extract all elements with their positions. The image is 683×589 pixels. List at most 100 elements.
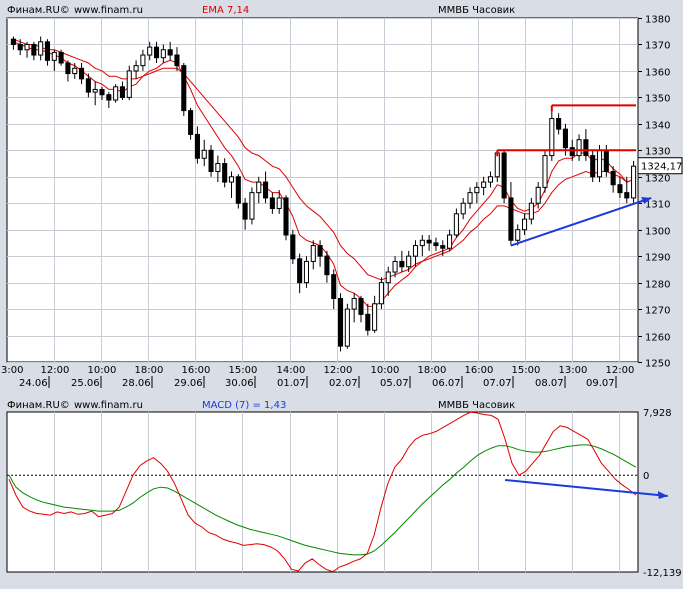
candle-body [535,186,541,204]
candle-body [453,213,459,236]
time-tick-label: 14:00 [277,365,306,376]
price-tick-label: 1290 [645,253,670,264]
price-tick-label: 1380 [645,15,670,26]
candle-body [51,51,57,61]
candle-body [290,234,296,260]
candle-body [344,308,350,347]
candle-body [208,149,214,172]
macd-instrument-label: ММВБ Часовик [438,400,515,411]
candle-body [590,155,596,178]
candle-body [167,49,173,56]
candle-body [160,49,166,59]
candle-body [433,242,439,247]
candle-body [528,202,534,220]
candle-body [235,176,241,204]
price-tick-label: 1340 [645,121,670,132]
time-tick-label: 3:00 [1,365,23,376]
candle-body [481,181,487,188]
candle-body [147,46,153,56]
candle-body [406,255,412,268]
candle-body [556,118,562,130]
candle-body [351,297,357,310]
candle-body [153,46,160,59]
date-tick-label: 09.07 [586,378,615,389]
candle-body [31,43,37,56]
time-tick-label: 10:00 [88,365,117,376]
price-tick-label: 1250 [645,359,670,370]
candle-body [194,133,200,159]
candle-body [317,245,323,257]
macd-indicator-label: MACD (7) = 1,43 [202,400,286,411]
candle-body [133,65,139,72]
candle-body [119,86,125,98]
date-tick-label: 24.06 [19,378,48,389]
candle-body [181,65,187,112]
candle-body [467,192,473,204]
candle-body [65,62,71,75]
candle-body [10,38,16,45]
macd-divergence-arrow-head [657,490,668,499]
candle-body [72,67,78,75]
candle-body [631,165,637,199]
candle-body [174,54,180,67]
candle-body [92,88,98,93]
candle-body [85,78,91,93]
candle-body [583,139,589,157]
instrument-label: ММВБ Часовик [438,5,515,16]
candle-body [140,54,146,67]
candle-body [494,152,500,178]
candle-body [269,197,275,210]
price-tick-label: 1280 [645,280,670,291]
candle-body [79,67,85,80]
candle-body [365,313,371,331]
candle-body [38,41,44,56]
candle-body [624,192,630,199]
candle-body [392,260,398,273]
site-label: www.finam.ru [74,5,143,16]
candle-body [447,234,453,249]
candle-body [487,176,494,183]
time-tick-label: 15:00 [229,365,258,376]
price-tick-label: 1370 [645,41,670,52]
date-tick-label: 08.07 [535,378,564,389]
price-tick-label: 1350 [645,94,670,105]
candle-body [522,218,528,231]
candle-body [113,86,119,101]
last-price-label: 1324,17 [641,162,682,173]
candle-body [242,202,248,220]
candle-body [508,197,514,241]
candle-body [99,88,105,96]
candle-body [58,51,64,64]
date-tick-label: 05.07 [380,378,409,389]
candle-body [385,271,391,284]
date-tick-label: 01.07 [277,378,306,389]
date-tick-label: 07.07 [483,378,512,389]
candle-body [426,239,432,244]
price-tick-label: 1310 [645,200,670,211]
candle-body [337,297,344,347]
price-tick-label: 1330 [645,147,670,158]
candle-body [228,176,235,183]
price-tick-label: 1300 [645,227,670,238]
date-tick-label: 25.06 [71,378,100,389]
time-tick-label: 12:00 [606,365,635,376]
candle-body [331,274,337,299]
macd-top-label: 7,928 [643,408,672,419]
time-tick-label: 15:00 [512,365,541,376]
candle-body [358,297,364,315]
candle-body [126,70,132,98]
macd-zero-label: 0 [643,471,649,482]
candle-body [549,118,555,157]
time-tick-label: 16:00 [182,365,211,376]
macd-line [8,411,637,573]
candle-body [256,181,262,194]
candle-body [215,163,221,172]
time-tick-label: 13:00 [559,365,588,376]
candle-body [310,245,316,262]
price-tick-label: 1270 [645,306,670,317]
price-tick-label: 1260 [645,333,670,344]
time-tick-label: 16:00 [465,365,494,376]
time-tick-label: 12:00 [324,365,353,376]
candle-body [283,197,289,236]
